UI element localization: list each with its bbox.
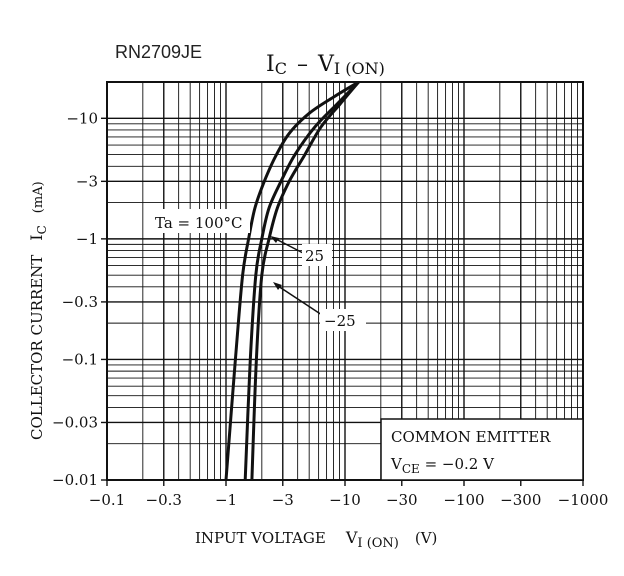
label-m25-arrow (273, 282, 282, 290)
label-m25-bg (320, 309, 366, 331)
title-ic: I (266, 52, 275, 77)
tick-labels: −0.1 −0.3 −1 −3 −10 −30 −100 −300 −1000 −10 −3 −1 −0… (52, 109, 608, 509)
title-ic-sub: C (275, 59, 287, 78)
part-number: RN2709JE (115, 42, 202, 62)
x-tick-label: −1000 (558, 491, 609, 509)
label-25-arrow (270, 236, 279, 243)
ta-label: Ta = 100°C (155, 214, 243, 232)
x-tick-label: −100 (443, 491, 484, 509)
x-label-unit: (V) (415, 529, 438, 547)
label-m25-leader (274, 283, 323, 316)
label-25-bg (302, 244, 332, 266)
legend-line-2: VCE = −0.2 V (390, 455, 495, 476)
y-tick-label: −1 (76, 230, 98, 248)
x-tick-label: −0.1 (89, 491, 125, 509)
x-tick-label: −1 (215, 491, 237, 509)
title-vi-sub: I (ON) (334, 59, 385, 78)
y-label-main: COLLECTOR CURRENT (28, 255, 46, 440)
x-label-main: INPUT VOLTAGE (195, 529, 326, 547)
x-tick-label: −0.3 (146, 491, 182, 509)
curve-series-2 (250, 82, 360, 480)
label-m25: −25 (324, 312, 356, 330)
legend-line-1: COMMON EMITTER (391, 428, 551, 446)
label-25: 25 (305, 247, 324, 265)
x-tick-label: −30 (386, 491, 418, 509)
x-tick-label: −3 (272, 491, 294, 509)
y-tick-label: −0.01 (52, 471, 98, 489)
y-label-sym: I (27, 234, 46, 240)
curves (224, 82, 360, 480)
y-tick-label: −3 (76, 172, 98, 190)
x-label-sub: I (ON) (357, 536, 398, 551)
y-tick-label: −0.1 (62, 350, 98, 368)
x-tick-label: −10 (329, 491, 361, 509)
title-vi: V (317, 52, 335, 77)
y-tick-label: −0.03 (52, 413, 98, 431)
legend-v: V (390, 455, 403, 473)
legend-ce: CE (402, 462, 420, 476)
y-label-sub: C (35, 225, 49, 234)
y-tick-label: −0.3 (62, 293, 98, 311)
y-label-unit: (mA) (31, 181, 46, 213)
chart-title: IC – VI (ON) (266, 52, 385, 78)
curve-series-1 (243, 82, 360, 480)
curve-series-0 (224, 82, 360, 480)
ta-label-bg (150, 209, 250, 233)
title-dash: – (297, 52, 308, 77)
y-tick-label: −10 (66, 109, 98, 127)
y-axis-label: COLLECTOR CURRENT IC (mA) (27, 181, 49, 440)
legend-value: = −0.2 V (420, 455, 495, 473)
x-label-sym: V (345, 528, 358, 547)
legend-box (380, 418, 584, 481)
x-axis-label: INPUT VOLTAGE VI (ON) (V) (195, 528, 437, 551)
x-tick-label: −300 (500, 491, 541, 509)
